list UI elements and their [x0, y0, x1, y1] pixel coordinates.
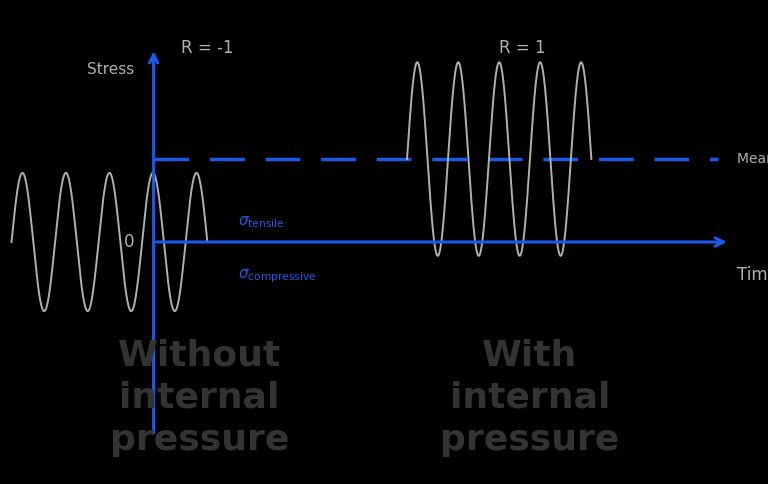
Text: With
internal
pressure: With internal pressure	[440, 339, 620, 457]
Text: $\sigma_{\mathrm{tensile}}$: $\sigma_{\mathrm{tensile}}$	[238, 215, 285, 230]
Text: Time: Time	[737, 266, 768, 284]
Text: R = -1: R = -1	[181, 39, 233, 58]
Text: Without
internal
pressure: Without internal pressure	[110, 339, 290, 457]
Text: 0: 0	[124, 233, 134, 251]
Text: Mean stress: Mean stress	[737, 152, 768, 166]
Text: R = 1: R = 1	[499, 39, 545, 58]
Text: Stress: Stress	[87, 61, 134, 76]
Text: $\sigma_{\mathrm{compressive}}$: $\sigma_{\mathrm{compressive}}$	[238, 268, 316, 286]
